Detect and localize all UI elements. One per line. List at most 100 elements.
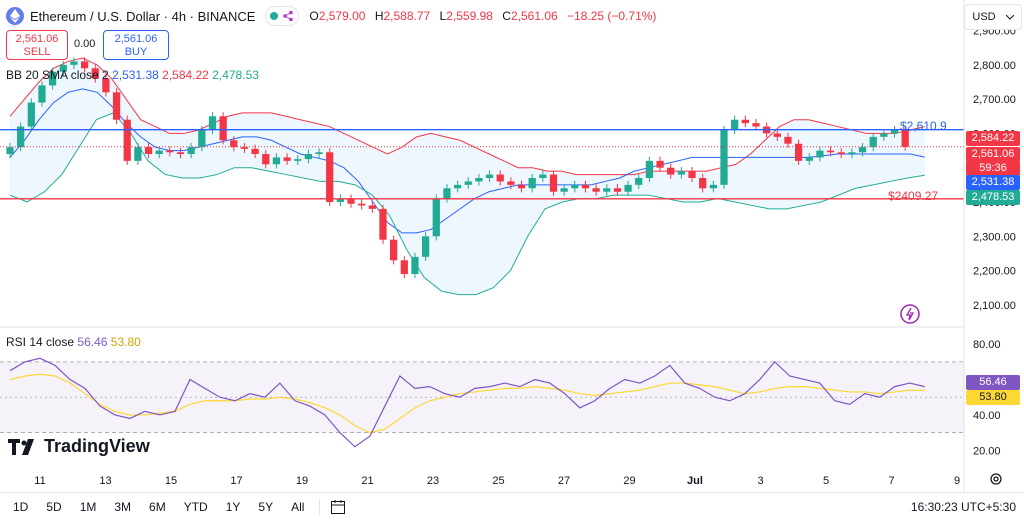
resistance-label[interactable]: $2,610.9 [900, 119, 947, 133]
candle-body[interactable] [688, 171, 696, 178]
timeframe-3m[interactable]: 3M [114, 500, 132, 514]
candle-body[interactable] [560, 188, 568, 192]
candlestick-series[interactable] [6, 57, 909, 279]
candle-body[interactable] [507, 181, 515, 185]
candle-body[interactable] [635, 178, 643, 185]
candle-body[interactable] [443, 188, 451, 199]
candle-body[interactable] [880, 133, 888, 137]
candle-body[interactable] [453, 184, 462, 189]
candle-body[interactable] [294, 159, 302, 161]
candle-body[interactable] [613, 188, 622, 192]
candle-body[interactable] [475, 178, 483, 182]
rsi-legend[interactable]: RSI 14 close 56.46 53.80 [6, 335, 141, 349]
candle-body[interactable] [91, 68, 99, 79]
candle-body[interactable] [358, 203, 366, 206]
candle-body[interactable] [901, 130, 909, 147]
candle-body[interactable] [176, 152, 185, 154]
candle-body[interactable] [496, 174, 504, 182]
candle-body[interactable] [379, 208, 387, 240]
timeframe-1d[interactable]: 1D [13, 500, 29, 514]
candle-body[interactable] [368, 205, 376, 209]
support-label[interactable]: $2409.27 [888, 189, 939, 203]
currency-selector[interactable]: USD [964, 4, 1022, 30]
candle-body[interactable] [240, 147, 249, 149]
sell-button[interactable]: 2,561.06 SELL [6, 30, 68, 60]
candle-body[interactable] [411, 256, 419, 274]
candle-body[interactable] [709, 184, 717, 189]
tradingview-logo[interactable]: TradingView [8, 436, 150, 457]
candle-body[interactable] [645, 160, 654, 178]
candle-body[interactable] [27, 102, 35, 127]
timeframe-1y[interactable]: 1Y [225, 500, 241, 514]
candle-body[interactable] [624, 184, 632, 192]
candle-body[interactable] [166, 150, 174, 153]
candle-body[interactable] [752, 123, 760, 127]
clock-timezone[interactable]: 16:30:23 UTC+5:30 [910, 500, 1016, 514]
candle-body[interactable] [837, 152, 845, 154]
candle-body[interactable] [794, 143, 803, 161]
candle-body[interactable] [528, 178, 536, 189]
ethereum-icon[interactable] [6, 7, 24, 25]
candle-body[interactable] [304, 154, 313, 160]
candle-body[interactable] [539, 174, 547, 178]
candle-body[interactable] [59, 64, 67, 72]
candle-body[interactable] [187, 147, 195, 154]
candle-body[interactable] [890, 130, 899, 134]
candle-body[interactable] [144, 147, 153, 154]
candle-body[interactable] [603, 188, 611, 192]
buy-button[interactable]: 2,561.06 BUY [103, 30, 169, 60]
candle-body[interactable] [48, 71, 57, 86]
candle-body[interactable] [102, 78, 110, 93]
candle-body[interactable] [485, 174, 494, 178]
candle-body[interactable] [464, 181, 472, 185]
candle-body[interactable] [720, 130, 728, 185]
candle-body[interactable] [549, 174, 558, 192]
timeframe-1m[interactable]: 1M [79, 500, 97, 514]
candle-body[interactable] [858, 147, 867, 153]
date-range-calendar-icon[interactable] [330, 499, 346, 515]
candle-body[interactable] [123, 119, 131, 161]
candle-body[interactable] [198, 130, 206, 148]
settings-gear-icon[interactable] [989, 472, 1003, 486]
timeframe-6m[interactable]: 6M [149, 500, 166, 514]
candle-body[interactable] [432, 198, 440, 237]
candle-body[interactable] [326, 152, 334, 202]
candle-body[interactable] [70, 61, 78, 65]
timeframe-5y[interactable]: 5Y [258, 500, 274, 514]
candle-body[interactable] [6, 147, 14, 154]
timeframe-all[interactable]: All [291, 500, 305, 514]
candle-body[interactable] [699, 178, 707, 189]
candle-body[interactable] [155, 150, 163, 154]
candle-body[interactable] [336, 198, 344, 202]
timeframe-5d[interactable]: 5D [46, 500, 62, 514]
candle-body[interactable] [262, 154, 270, 165]
bollinger-legend[interactable]: BB 20 SMA close 2 2,531.38 2,584.22 2,47… [6, 68, 259, 82]
candle-body[interactable] [677, 171, 686, 175]
candle-body[interactable] [571, 184, 579, 189]
market-status-pill[interactable] [265, 6, 300, 26]
candle-body[interactable] [112, 92, 121, 120]
candle-body[interactable] [731, 119, 739, 130]
candle-body[interactable] [80, 61, 89, 69]
candle-body[interactable] [592, 188, 600, 192]
candle-body[interactable] [869, 136, 877, 148]
symbol-title[interactable]: Ethereum / U.S. Dollar · 4h · BINANCE [30, 8, 256, 24]
candle-body[interactable] [667, 167, 675, 175]
candle-body[interactable] [347, 198, 355, 204]
rsi-line[interactable] [9, 357, 925, 448]
candle-body[interactable] [17, 126, 25, 148]
candle-body[interactable] [773, 133, 781, 137]
rsi-pane[interactable] [0, 357, 964, 448]
timeframe-ytd[interactable]: YTD [183, 500, 208, 514]
candle-body[interactable] [390, 239, 398, 261]
candle-body[interactable] [251, 148, 259, 154]
candle-body[interactable] [400, 260, 408, 274]
candle-body[interactable] [816, 150, 824, 158]
candle-body[interactable] [656, 160, 664, 168]
candle-body[interactable] [581, 184, 590, 189]
candle-body[interactable] [741, 119, 749, 124]
candle-body[interactable] [208, 116, 217, 130]
candle-body[interactable] [38, 85, 46, 103]
candle-body[interactable] [805, 157, 813, 161]
